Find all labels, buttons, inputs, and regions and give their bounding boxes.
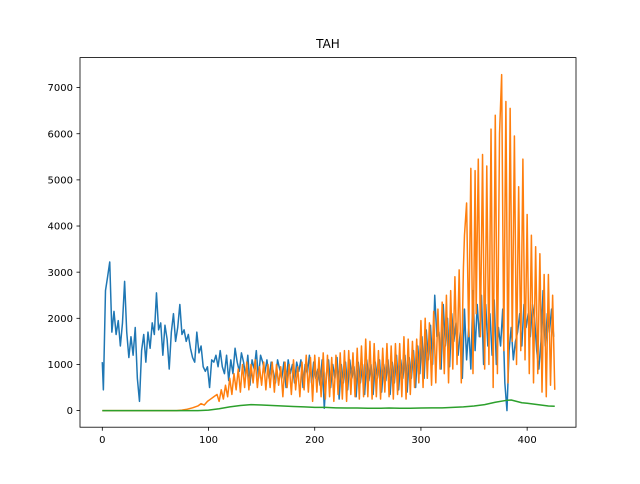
x-tick-label: 300 <box>411 435 430 446</box>
y-tick-label: 4000 <box>48 222 73 233</box>
series-line-2 <box>102 73 556 412</box>
y-tick-label: 0 <box>67 406 73 417</box>
y-tick-label: 2000 <box>48 314 73 325</box>
y-tick-label: 6000 <box>48 129 73 140</box>
x-axis: 0 100 200 300 400 <box>99 427 537 446</box>
x-tick-label: 200 <box>305 435 324 446</box>
x-tick-label: 100 <box>199 435 218 446</box>
x-tick-label: 400 <box>518 435 537 446</box>
series-layer <box>101 73 556 412</box>
x-tick-label: 0 <box>99 435 105 446</box>
y-tick-label: 5000 <box>48 175 73 186</box>
y-tick-label: 7000 <box>48 83 73 94</box>
axes-frame <box>79 57 577 428</box>
series-line-3 <box>102 399 555 412</box>
y-tick-label: 3000 <box>48 268 73 279</box>
y-axis: 0 1000 2000 3000 4000 5000 6000 7000 <box>48 83 80 417</box>
chart-title: TAH <box>315 37 340 51</box>
y-tick-label: 1000 <box>48 360 73 371</box>
